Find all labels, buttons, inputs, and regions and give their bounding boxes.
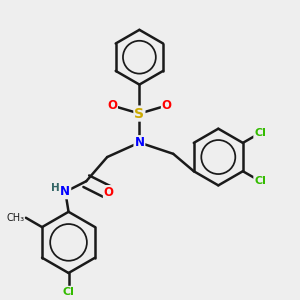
Text: CH₃: CH₃ xyxy=(6,213,24,223)
Text: O: O xyxy=(162,99,172,112)
Text: O: O xyxy=(104,186,114,199)
Text: N: N xyxy=(134,136,144,149)
Text: N: N xyxy=(60,185,70,198)
Text: S: S xyxy=(134,106,144,121)
Text: Cl: Cl xyxy=(254,128,266,138)
Text: O: O xyxy=(107,99,117,112)
Text: H: H xyxy=(51,183,60,193)
Text: Cl: Cl xyxy=(254,176,266,186)
Text: Cl: Cl xyxy=(63,287,74,297)
